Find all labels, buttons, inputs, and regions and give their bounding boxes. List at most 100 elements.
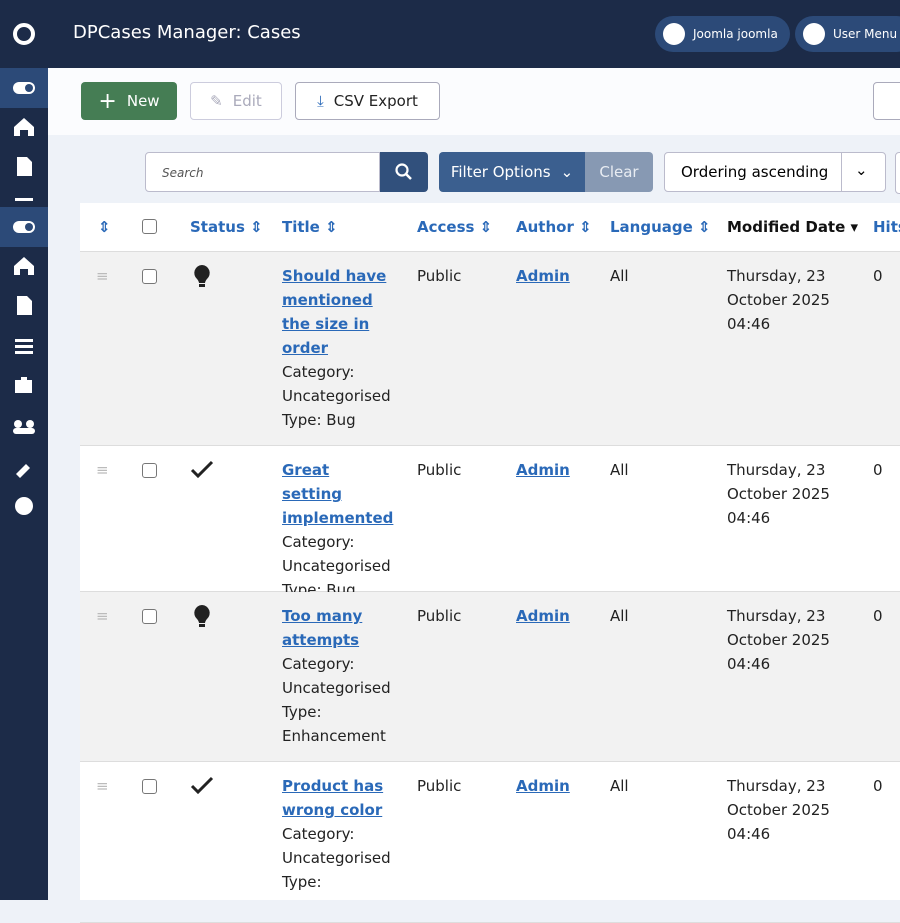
author-link[interactable]: Admin bbox=[516, 777, 570, 795]
ordering-label: Ordering ascending bbox=[681, 163, 829, 181]
drag-handle[interactable]: ≡ bbox=[96, 777, 109, 795]
case-category: Category: Uncategorised bbox=[282, 363, 391, 405]
hits-cell: 0 bbox=[873, 461, 883, 479]
case-title-link[interactable]: Great setting implemented bbox=[282, 461, 394, 527]
author-link[interactable]: Admin bbox=[516, 607, 570, 625]
language-cell: All bbox=[610, 777, 629, 795]
row-checkbox[interactable] bbox=[142, 609, 157, 624]
search-placeholder: Search bbox=[162, 166, 204, 180]
access-cell: Public bbox=[417, 607, 462, 625]
access-cell: Public bbox=[417, 777, 462, 795]
search-button[interactable] bbox=[380, 152, 428, 192]
sort-ordering[interactable]: ⇕ bbox=[98, 218, 111, 236]
status-featured-icon bbox=[194, 265, 210, 287]
filter-options-label: Filter Options bbox=[450, 163, 551, 181]
status-toggle[interactable] bbox=[190, 264, 214, 297]
row-checkbox[interactable] bbox=[142, 463, 157, 478]
filter-options-button[interactable]: Filter Options ⌄ bbox=[439, 152, 585, 192]
new-button[interactable]: + New bbox=[81, 82, 177, 120]
sidebar bbox=[0, 0, 48, 900]
new-label: New bbox=[126, 92, 160, 110]
case-title-link[interactable]: Should have mentioned the size in order bbox=[282, 267, 387, 357]
limit-select[interactable] bbox=[895, 152, 900, 194]
title-wrap: Great setting implemented bbox=[282, 458, 394, 530]
status-toggle[interactable] bbox=[190, 604, 214, 637]
col-modified[interactable]: Modified Date ▾ bbox=[727, 218, 859, 236]
cases-table: ⇕ Status ⇕ Title ⇕ Access ⇕ Author ⇕ Lan… bbox=[80, 203, 900, 923]
status-toggle[interactable] bbox=[190, 458, 214, 491]
col-language-label: Language bbox=[610, 218, 693, 236]
options-button[interactable] bbox=[873, 82, 900, 120]
title-wrap: Product has wrong color bbox=[282, 774, 394, 822]
search-input[interactable]: Search bbox=[145, 152, 380, 192]
select-all[interactable] bbox=[142, 219, 157, 234]
case-title-link[interactable]: Too many attempts bbox=[282, 607, 363, 649]
case-title-link[interactable]: Product has wrong color bbox=[282, 777, 384, 819]
table-row: ≡ Great setting implemented Category: Unca… bbox=[80, 446, 900, 599]
hits-cell: 0 bbox=[873, 607, 883, 625]
row-checkbox[interactable] bbox=[142, 269, 157, 284]
modified-cell: Thursday, 23 October 2025 04:46 bbox=[727, 267, 830, 333]
title-wrap: Too many attempts bbox=[282, 604, 394, 652]
col-status[interactable]: Status ⇕ bbox=[190, 218, 263, 236]
status-toggle[interactable] bbox=[190, 774, 214, 807]
table-row: ≡ Should have mentioned the size in order… bbox=[80, 252, 900, 446]
col-status-label: Status bbox=[190, 218, 245, 236]
col-author[interactable]: Author ⇕ bbox=[516, 218, 592, 236]
site-link[interactable]: Joomla joomla bbox=[655, 16, 790, 52]
case-category: Category: Uncategorised bbox=[282, 533, 391, 575]
table-header: ⇕ Status ⇕ Title ⇕ Access ⇕ Author ⇕ Lan… bbox=[80, 203, 900, 252]
modified-cell: Thursday, 23 October 2025 04:46 bbox=[727, 777, 830, 843]
col-hits-label: Hits bbox=[873, 218, 900, 236]
col-title[interactable]: Title ⇕ bbox=[282, 218, 338, 236]
title-wrap: Should have mentioned the size in order bbox=[282, 264, 394, 360]
title-cell: Should have mentioned the size in order C… bbox=[282, 264, 394, 432]
site-link-text: Joomla joomla bbox=[693, 27, 778, 41]
drag-handle[interactable]: ≡ bbox=[96, 461, 109, 479]
ordering-select[interactable]: Ordering ascending ⌄ bbox=[664, 152, 886, 192]
col-author-label: Author bbox=[516, 218, 574, 236]
author-link[interactable]: Admin bbox=[516, 461, 570, 479]
access-cell: Public bbox=[417, 461, 462, 479]
header: DPCases Manager: Cases Joomla joomla Use… bbox=[48, 0, 900, 68]
clear-button[interactable]: Clear bbox=[585, 152, 653, 192]
drag-handle[interactable]: ≡ bbox=[96, 267, 109, 285]
case-type: Type: Bug bbox=[282, 411, 356, 429]
status-published-icon bbox=[190, 460, 214, 479]
author-cell: Admin bbox=[516, 774, 570, 798]
title-cell: Product has wrong color Category: Uncateg… bbox=[282, 774, 394, 894]
col-hits[interactable]: Hits bbox=[873, 218, 900, 236]
language-cell: All bbox=[610, 267, 629, 285]
access-cell: Public bbox=[417, 267, 462, 285]
drag-handle[interactable]: ≡ bbox=[96, 607, 109, 625]
user-menu-text: User Menu bbox=[833, 27, 898, 41]
table-row: ≡ Product has wrong color Category: Uncate… bbox=[80, 762, 900, 923]
author-cell: Admin bbox=[516, 458, 570, 482]
row-checkbox[interactable] bbox=[142, 779, 157, 794]
author-link[interactable]: Admin bbox=[516, 267, 570, 285]
case-category: Category: Uncategorised bbox=[282, 655, 391, 697]
table-body: ≡ Should have mentioned the size in order… bbox=[80, 252, 900, 923]
search-icon bbox=[395, 163, 412, 180]
col-title-label: Title bbox=[282, 218, 320, 236]
sidebar-icons bbox=[0, 23, 48, 515]
col-access[interactable]: Access ⇕ bbox=[417, 218, 493, 236]
author-cell: Admin bbox=[516, 264, 570, 288]
status-featured-icon bbox=[194, 605, 210, 627]
edit-button[interactable]: ✎ Edit bbox=[190, 82, 282, 120]
title-cell: Great setting implemented Category: Uncat… bbox=[282, 458, 394, 602]
case-type: Type: bbox=[282, 873, 322, 891]
col-access-label: Access bbox=[417, 218, 475, 236]
modified-cell: Thursday, 23 October 2025 04:46 bbox=[727, 461, 830, 527]
export-button[interactable]: ⤓ CSV Export bbox=[295, 82, 440, 120]
modified-cell: Thursday, 23 October 2025 04:46 bbox=[727, 607, 830, 673]
edit-label: Edit bbox=[232, 92, 262, 110]
author-cell: Admin bbox=[516, 604, 570, 628]
status-published-icon bbox=[190, 776, 214, 795]
language-cell: All bbox=[610, 461, 629, 479]
page-title: DPCases Manager: Cases bbox=[73, 22, 301, 43]
user-menu[interactable]: User Menu bbox=[795, 16, 900, 52]
clear-label: Clear bbox=[599, 163, 639, 181]
col-language[interactable]: Language ⇕ bbox=[610, 218, 711, 236]
